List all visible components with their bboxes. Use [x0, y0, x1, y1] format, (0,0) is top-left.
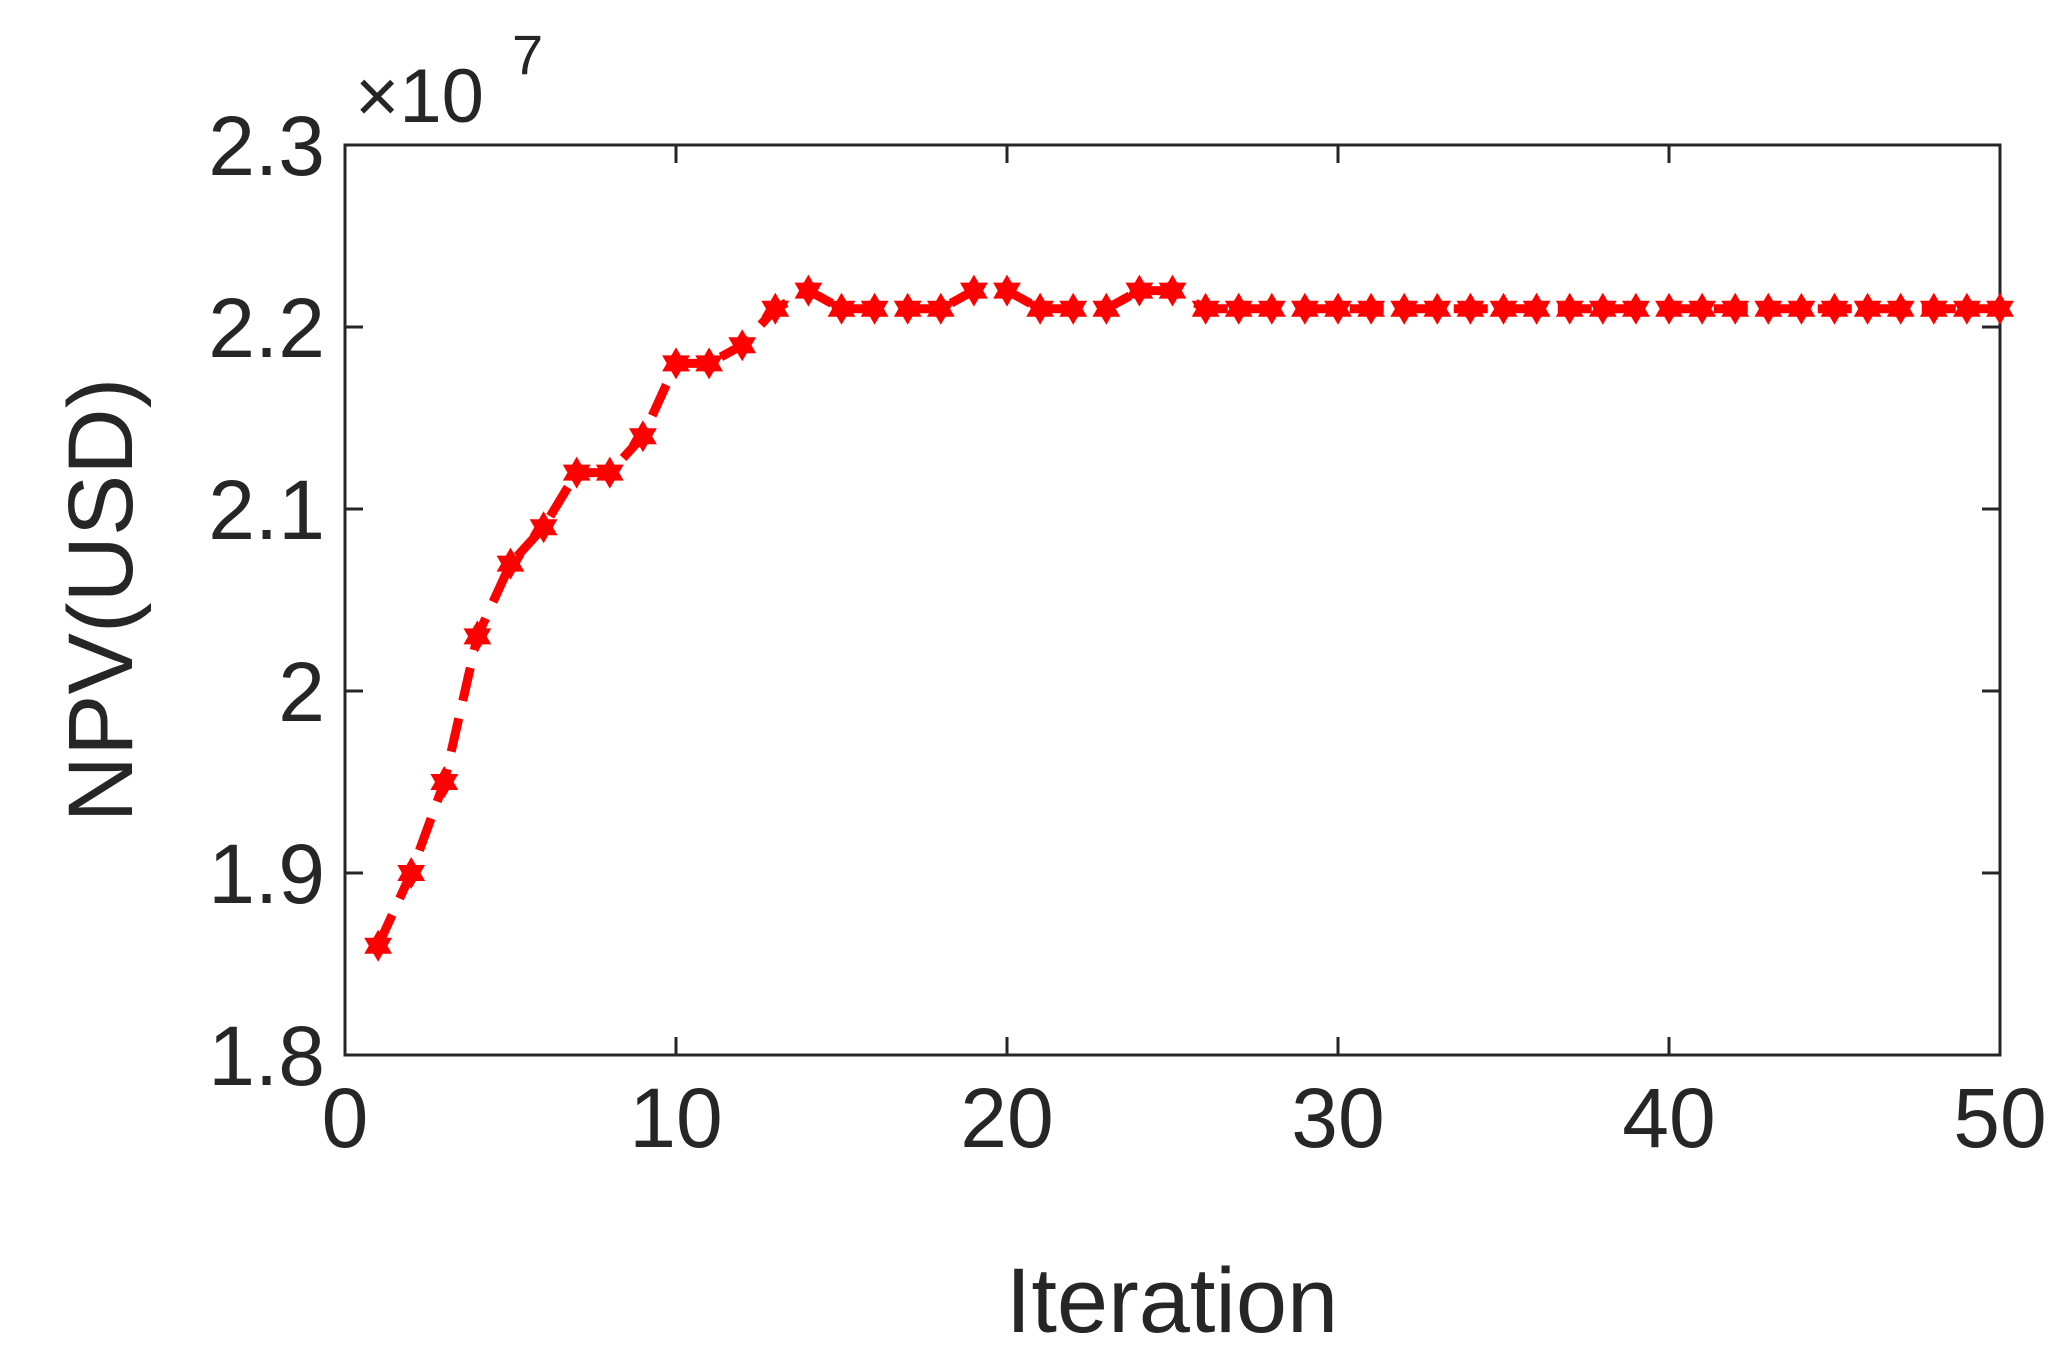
data-point: [1588, 292, 1617, 325]
x-tick-label: 20: [960, 1071, 1053, 1165]
data-point: [1688, 292, 1717, 325]
tick-labels: 0 10 20 30 40 50 1.8 1.9 2 2.1 2.2 2.3: [208, 99, 2047, 1165]
data-point: [1489, 292, 1518, 325]
data-point: [1754, 292, 1783, 325]
data-point: [595, 456, 624, 489]
data-point: [993, 274, 1021, 307]
data-point: [794, 274, 823, 307]
data-point: [496, 547, 525, 580]
data-point: [529, 511, 558, 544]
data-point: [1787, 292, 1816, 325]
data-point: [1125, 274, 1154, 307]
x-tick-label: 40: [1622, 1071, 1715, 1165]
data-point: [860, 292, 889, 325]
data-point: [1092, 292, 1121, 325]
data-point: [1820, 292, 1849, 325]
data-point: [364, 929, 393, 962]
axis-ticks: [343, 143, 2002, 1057]
data-point: [1986, 292, 2014, 325]
y-tick-label: 2.2: [208, 281, 325, 375]
data-point: [463, 620, 492, 653]
y-tick-label: 1.8: [208, 1009, 325, 1103]
x-tick-label: 10: [629, 1071, 722, 1165]
y-tick-label: 1.9: [208, 827, 325, 921]
data-point: [827, 292, 856, 325]
data-point: [1257, 292, 1286, 325]
data-point: [1621, 292, 1650, 325]
x-tick-label: 0: [322, 1071, 369, 1165]
data-point: [1886, 292, 1915, 325]
data-point: [397, 857, 426, 889]
data-point: [1655, 292, 1683, 325]
data-point: [1721, 292, 1750, 325]
x-tick-label: 30: [1291, 1071, 1384, 1165]
data-point: [1324, 292, 1352, 325]
data-point: [1853, 292, 1882, 325]
y-multiplier: ×10: [355, 54, 484, 139]
data-point: [1191, 292, 1220, 325]
data-point: [1555, 292, 1584, 325]
data-point: [1357, 292, 1386, 325]
data-point: [1423, 292, 1452, 325]
data-point: [628, 420, 657, 453]
data-point: [959, 274, 988, 307]
data-point: [761, 292, 790, 325]
y-tick-label: 2.3: [208, 99, 325, 193]
data-point: [1522, 292, 1551, 325]
data-point: [1952, 292, 1981, 325]
data-point: [1919, 292, 1948, 325]
y-multiplier-exponent: 7: [512, 23, 543, 86]
data-point: [893, 292, 922, 325]
data-point: [430, 766, 459, 798]
y-axis-label: NPV(USD): [50, 378, 152, 823]
data-point: [662, 347, 690, 380]
data-point: [695, 347, 724, 380]
data-point: [728, 329, 757, 362]
data-point: [1456, 292, 1485, 325]
data-point: [1158, 274, 1187, 307]
y-tick-label: 2.1: [208, 463, 325, 557]
series-layer: [364, 274, 2014, 962]
data-point: [1059, 292, 1088, 325]
data-point: [1290, 292, 1319, 325]
y-tick-label: 2: [278, 645, 325, 739]
x-tick-label: 50: [1953, 1071, 2046, 1165]
data-point: [1390, 292, 1419, 325]
data-point: [1026, 292, 1055, 325]
x-axis-label: Iteration: [1006, 1250, 1338, 1352]
data-point: [1224, 292, 1253, 325]
data-point: [926, 292, 955, 325]
data-point: [562, 456, 591, 489]
